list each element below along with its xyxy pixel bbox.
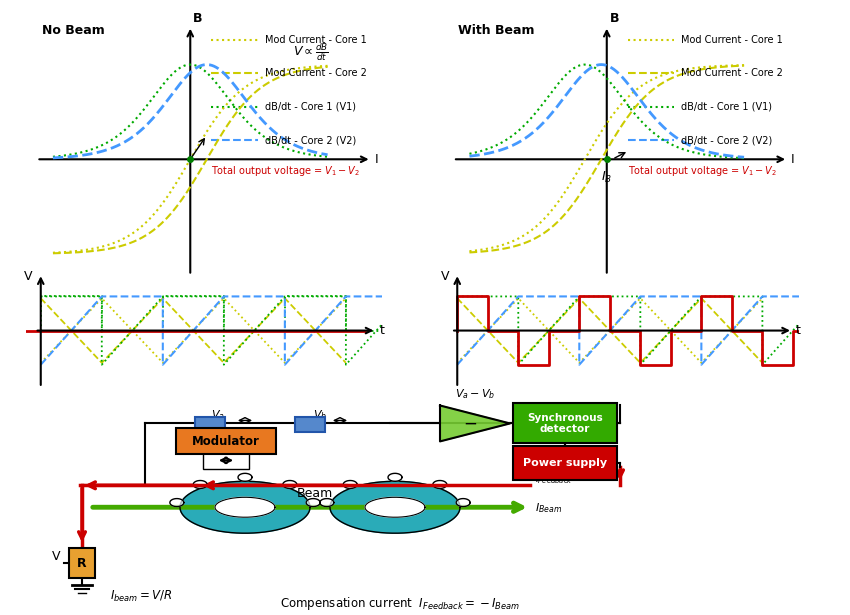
FancyBboxPatch shape — [513, 446, 617, 480]
Polygon shape — [306, 499, 320, 507]
Text: Synchronous
detector: Synchronous detector — [527, 413, 603, 434]
Text: I: I — [374, 153, 378, 166]
Polygon shape — [180, 482, 310, 533]
Text: $V_a - V_b$: $V_a - V_b$ — [455, 387, 496, 402]
Text: dB/dt - Core 1 (V1): dB/dt - Core 1 (V1) — [681, 101, 772, 112]
Polygon shape — [215, 498, 275, 517]
Text: B: B — [609, 12, 619, 25]
FancyBboxPatch shape — [69, 548, 95, 578]
Text: $V \propto \frac{dB}{dt}$: $V \propto \frac{dB}{dt}$ — [293, 41, 329, 63]
FancyBboxPatch shape — [176, 429, 276, 454]
Text: dB/dt - Core 1 (V1): dB/dt - Core 1 (V1) — [264, 101, 355, 112]
Text: Compensation current  $I_{Feedback} = - I_{Beam}$: Compensation current $I_{Feedback} = - I… — [280, 595, 520, 612]
Polygon shape — [170, 499, 184, 507]
Polygon shape — [456, 499, 470, 507]
Polygon shape — [330, 482, 460, 533]
Text: Total output voltage = $V_1 - V_2$: Total output voltage = $V_1 - V_2$ — [627, 164, 777, 178]
FancyBboxPatch shape — [295, 418, 325, 432]
Text: B: B — [193, 12, 202, 25]
Text: Power supply: Power supply — [523, 458, 607, 469]
Text: $I_{beam} = V / R$: $I_{beam} = V / R$ — [110, 589, 173, 604]
FancyBboxPatch shape — [203, 453, 249, 469]
Text: No Beam: No Beam — [42, 25, 105, 38]
Polygon shape — [365, 498, 425, 517]
Polygon shape — [388, 474, 402, 482]
Text: $V_b$: $V_b$ — [313, 408, 327, 423]
Polygon shape — [238, 474, 252, 482]
Polygon shape — [440, 405, 510, 442]
Text: With Beam: With Beam — [458, 25, 535, 38]
FancyBboxPatch shape — [195, 418, 225, 432]
Text: V: V — [52, 550, 60, 563]
Text: $I_{Feedback}$: $I_{Feedback}$ — [535, 472, 573, 486]
Text: −: − — [463, 415, 477, 432]
Text: V: V — [441, 270, 450, 283]
Text: Total output voltage = $V_1 - V_2$: Total output voltage = $V_1 - V_2$ — [211, 164, 360, 178]
Polygon shape — [433, 480, 447, 488]
Text: dB/dt - Core 2 (V2): dB/dt - Core 2 (V2) — [264, 135, 356, 145]
Polygon shape — [283, 480, 297, 488]
Polygon shape — [343, 480, 357, 488]
Text: Mod Current - Core 1: Mod Current - Core 1 — [681, 34, 783, 45]
Text: t: t — [796, 324, 801, 337]
Polygon shape — [193, 480, 207, 488]
Text: I: I — [790, 153, 795, 166]
Text: Modulator: Modulator — [192, 435, 260, 448]
Text: dB/dt - Core 2 (V2): dB/dt - Core 2 (V2) — [681, 135, 773, 145]
Text: R: R — [77, 557, 87, 569]
Text: Beam: Beam — [297, 487, 333, 500]
Text: $I_B$: $I_B$ — [601, 170, 612, 185]
Polygon shape — [320, 499, 334, 507]
Text: V: V — [25, 270, 33, 283]
Text: t: t — [379, 324, 384, 337]
Text: Mod Current - Core 1: Mod Current - Core 1 — [264, 34, 366, 45]
Text: $V_a$: $V_a$ — [211, 408, 225, 423]
FancyBboxPatch shape — [513, 403, 617, 443]
Text: Mod Current - Core 2: Mod Current - Core 2 — [264, 68, 366, 78]
Text: Mod Current - Core 2: Mod Current - Core 2 — [681, 68, 783, 78]
Text: $I_{Beam}$: $I_{Beam}$ — [535, 501, 562, 515]
